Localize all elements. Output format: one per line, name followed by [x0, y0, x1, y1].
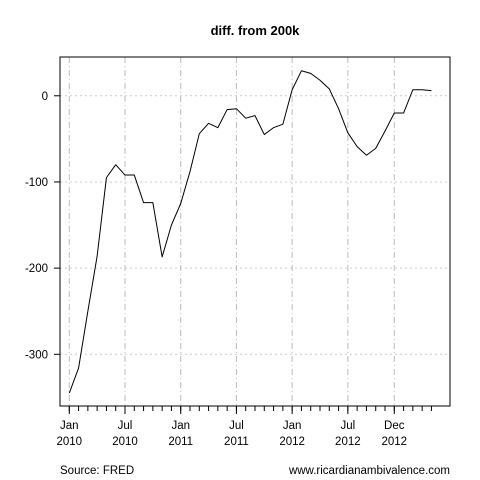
y-tick-label: 0 — [42, 91, 48, 103]
x-tick-label-year: 2011 — [168, 436, 193, 448]
x-tick-label-year: 2012 — [335, 436, 361, 448]
x-tick-label-year: 2010 — [112, 436, 138, 448]
x-tick-label-year: 2010 — [56, 436, 82, 448]
x-tick-label-month: Jul — [229, 420, 244, 432]
plot-frame — [59, 56, 451, 407]
x-tick-label-month: Jul — [341, 420, 356, 432]
x-tick-label-month: Jul — [118, 420, 133, 432]
x-tick-label-month: Jan — [171, 420, 190, 432]
site-credit: www.ricardianambivalence.com — [288, 465, 450, 477]
series-line — [68, 70, 432, 394]
series-layer — [68, 70, 432, 394]
x-tick-label-month: Jan — [283, 420, 302, 432]
grid — [60, 57, 450, 406]
y-tick-label: -300 — [25, 349, 48, 361]
x-tick-label-month: Jan — [60, 420, 79, 432]
y-tick-label: -200 — [25, 263, 48, 275]
source-note: Source: FRED — [60, 465, 134, 477]
x-tick-label-year: 2012 — [279, 436, 305, 448]
x-tick-label-year: 2011 — [224, 436, 249, 448]
y-axis: 0 -100 -200 -300 — [25, 91, 60, 361]
x-tick-label-month: Dec — [384, 420, 405, 432]
y-tick-label: -100 — [25, 177, 48, 189]
x-axis: Jan 2010 Jul 2010 Jan 2011 Jul 2011 Jan 2012 Jul 20… — [56, 406, 432, 448]
x-tick-label-year: 2012 — [381, 436, 407, 448]
chart-title: diff. from 200k — [211, 23, 301, 38]
